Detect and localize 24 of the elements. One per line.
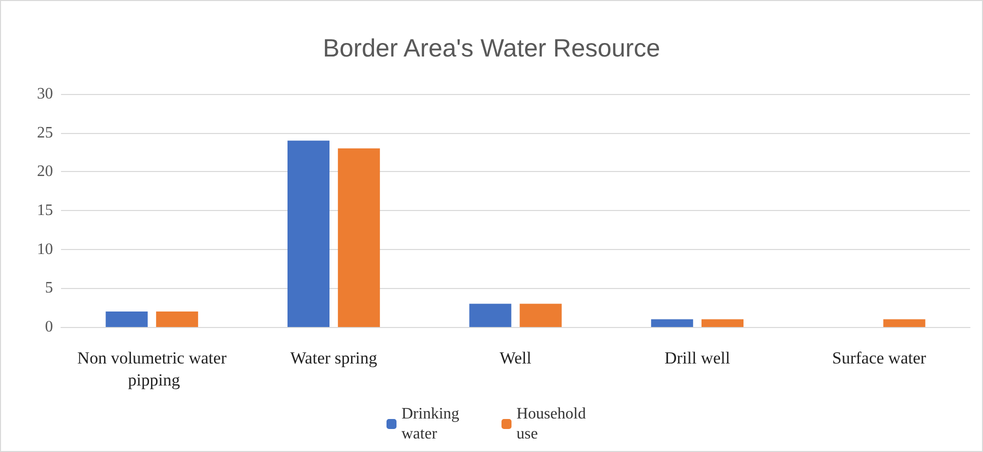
bar	[651, 319, 694, 327]
x-tick-label: Non volumetric water pipping	[77, 348, 227, 390]
y-tick-label: 10	[37, 240, 53, 258]
x-tick-label: Well	[500, 348, 532, 368]
chart-title: Border Area's Water Resource	[322, 34, 660, 62]
bar	[469, 304, 512, 327]
bar	[288, 140, 330, 327]
bar	[883, 319, 926, 327]
y-tick-label: 25	[37, 124, 53, 142]
bar	[338, 148, 380, 327]
y-tick-label: 30	[37, 86, 53, 102]
y-tick-label: 5	[45, 280, 53, 297]
bar	[520, 304, 562, 327]
legend-label: Drinking water	[402, 406, 464, 442]
bar	[106, 311, 148, 327]
y-tick-label: 20	[37, 163, 53, 180]
bar	[702, 319, 744, 327]
bar	[156, 311, 198, 327]
x-tick-label: Drill well	[664, 348, 730, 368]
y-tick-label: 15	[37, 202, 53, 219]
x-tick-label: Surface water	[832, 348, 926, 368]
x-tick-label: Water spring	[290, 348, 378, 368]
legend-label: Household use	[516, 406, 590, 442]
y-tick-label: 0	[45, 318, 53, 336]
